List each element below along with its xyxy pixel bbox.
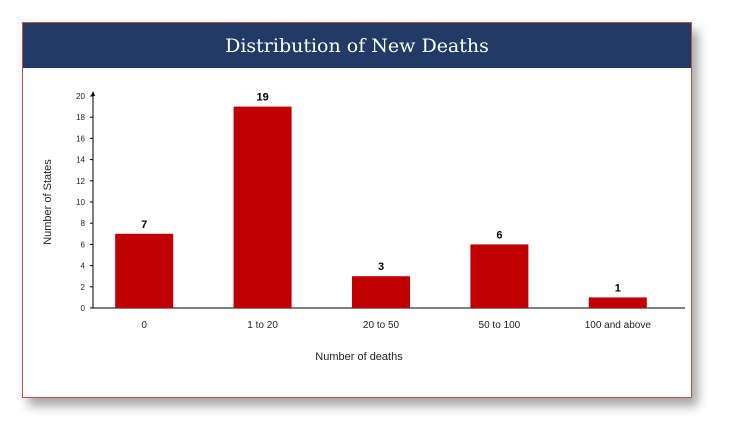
y-tick-label: 4 [81,262,86,271]
chart-title: Distribution of New Deaths [225,34,489,57]
y-tick-label: 6 [81,240,86,249]
chart-title-bar: Distribution of New Deaths [23,23,691,68]
y-tick-label: 20 [76,92,85,101]
x-tick-label-5: 100 and above [585,320,652,331]
data-label-5: 1 [615,282,621,294]
x-axis-title: Number of deaths [315,351,403,363]
data-label-1: 7 [141,219,147,231]
x-tick-label-2: 1 to 20 [247,320,278,331]
y-tick-label: 12 [76,177,85,186]
y-tick-label: 2 [81,283,86,292]
bar-2 [233,106,292,308]
bar-4 [470,244,529,308]
x-tick-label-3: 20 to 50 [363,320,400,331]
y-tick-label: 18 [76,113,85,122]
y-tick-label: 16 [76,134,85,143]
data-label-3: 3 [378,261,384,273]
x-tick-label-1: 0 [141,320,147,331]
bar-3 [352,276,410,308]
y-tick-label: 10 [76,198,85,207]
y-tick-label: 0 [81,304,86,313]
chart-card: Distribution of New Deaths 0 2 4 6 8 10 12 14 16… [22,22,692,398]
bar-5 [588,297,647,308]
y-tick-label: 8 [81,219,86,228]
data-label-2: 19 [256,92,268,104]
bar-1 [115,233,174,308]
y-axis-arrow-icon [91,91,95,96]
x-tick-label-4: 50 to 100 [479,320,521,331]
data-label-4: 6 [496,229,502,241]
y-axis-title: Number of States [42,159,54,245]
y-tick-label: 14 [76,156,85,165]
